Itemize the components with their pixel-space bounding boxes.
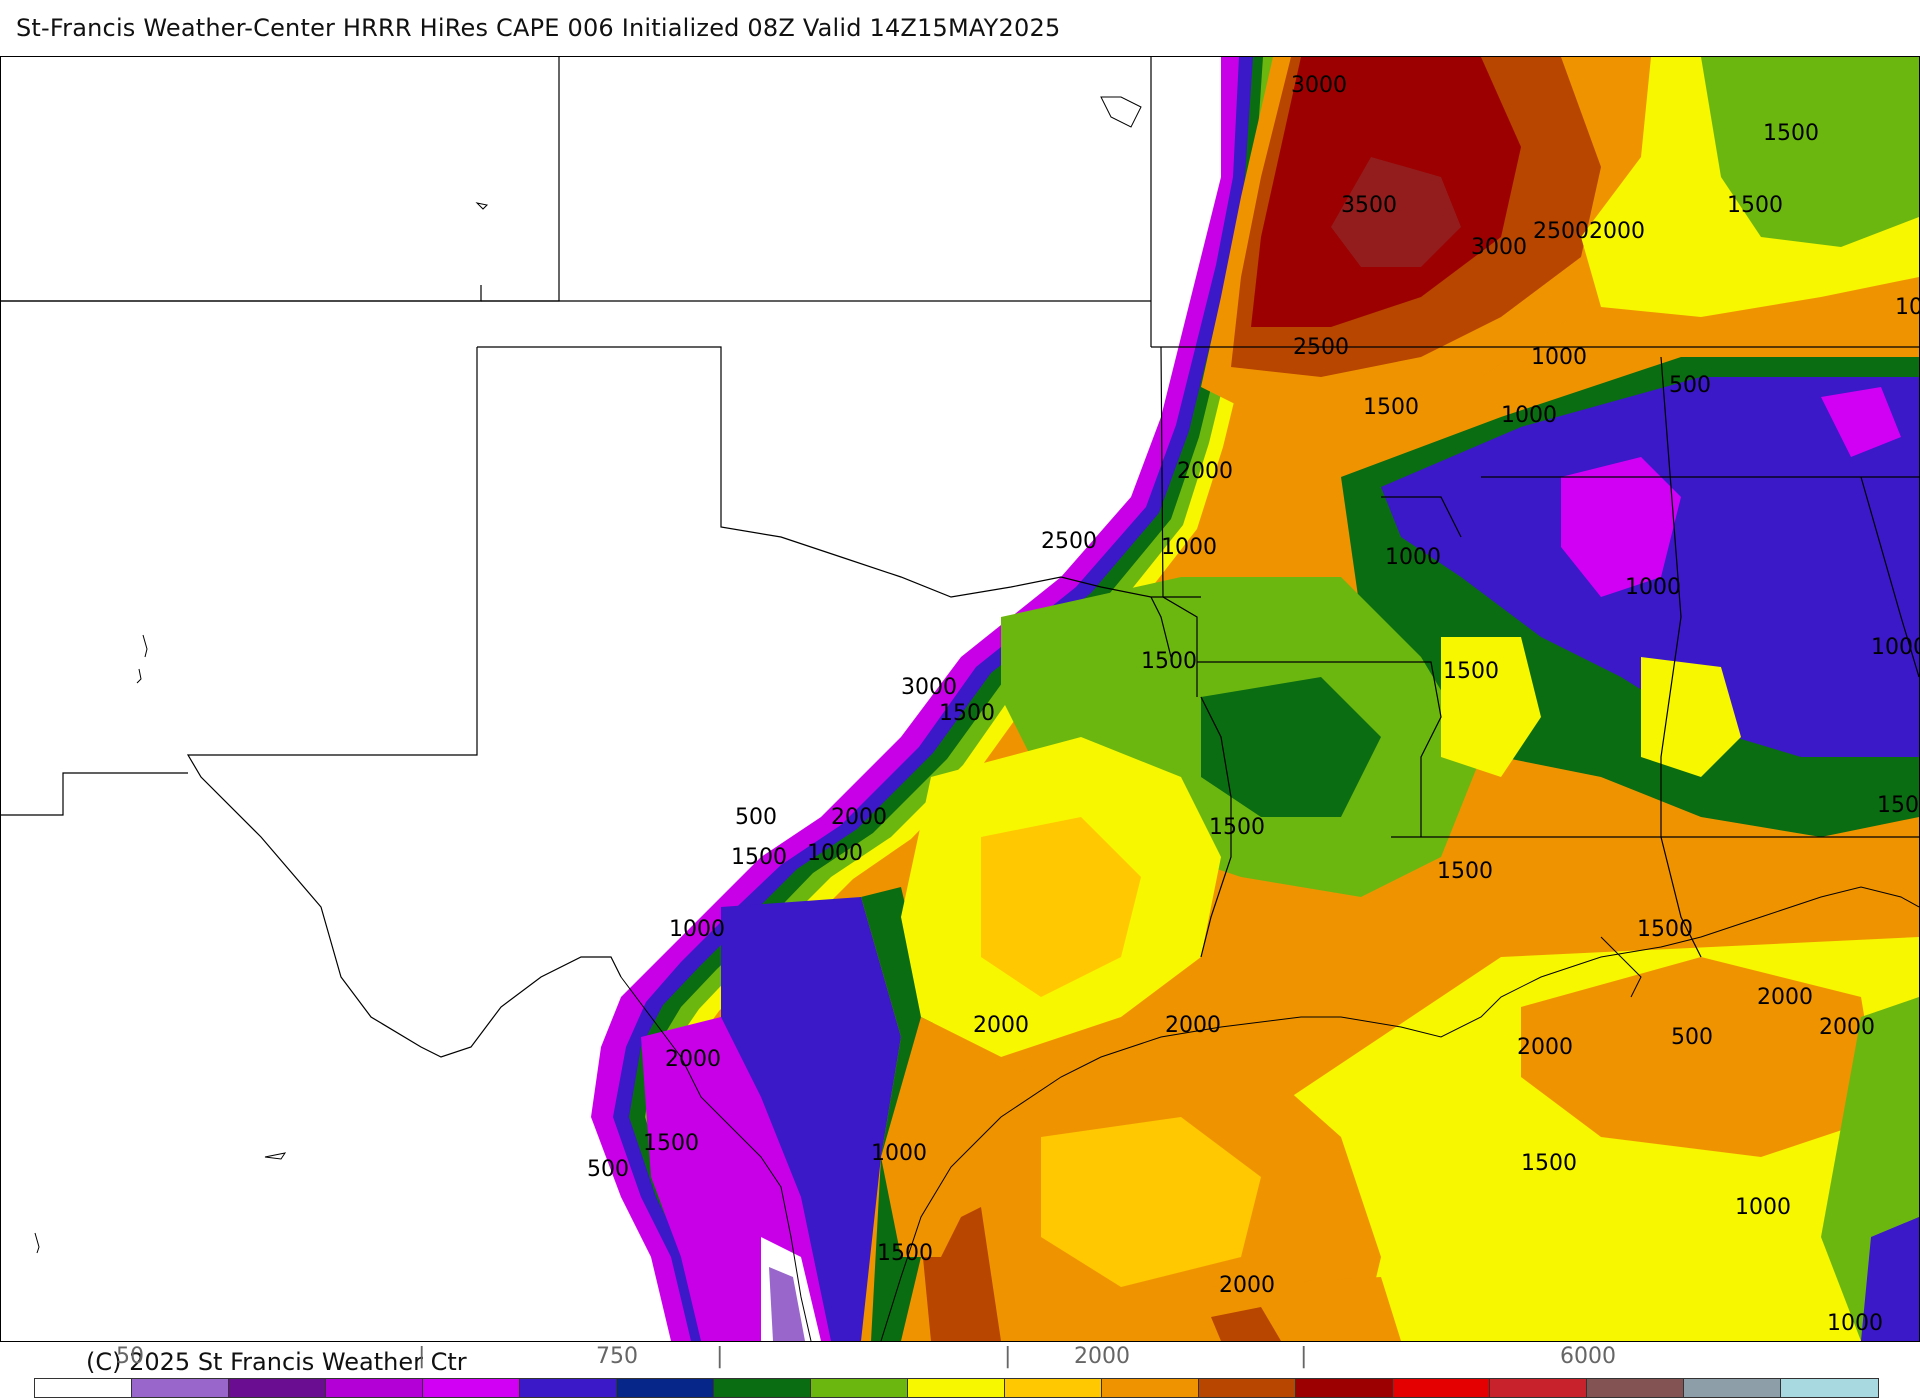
color-legend [34, 1378, 1879, 1398]
contour-label: 500 [1669, 373, 1711, 398]
contour-label: 2000 [1219, 1273, 1275, 1298]
legend-swatch [1199, 1379, 1296, 1397]
contour-label: 1500 [939, 701, 995, 726]
contour-label: 1500 [877, 1241, 933, 1266]
contour-label: 1500 [1727, 193, 1783, 218]
contour-label: 3500 [1341, 193, 1397, 218]
cape-map: 3000350030002500200015001500100025001000… [0, 56, 1920, 1342]
legend-swatch [811, 1379, 908, 1397]
contour-label: 2000 [1589, 219, 1645, 244]
legend-swatch [520, 1379, 617, 1397]
legend-swatch [908, 1379, 1005, 1397]
legend-swatch [617, 1379, 714, 1397]
legend-swatch [1490, 1379, 1587, 1397]
contour-label: 500 [1671, 1025, 1713, 1050]
contour-label: 2000 [1177, 459, 1233, 484]
contour-label: 1000 [1161, 535, 1217, 560]
contour-label: 1500 [1363, 395, 1419, 420]
contour-label: 1000 [1385, 545, 1441, 570]
contour-label: 500 [587, 1157, 629, 1182]
chart-title: St-Francis Weather-Center HRRR HiRes CAP… [16, 14, 1061, 42]
legend-swatch [714, 1379, 811, 1397]
contour-label: 1500 [1763, 121, 1819, 146]
cape-field-svg [1, 57, 1919, 1341]
contour-label: 2500 [1293, 335, 1349, 360]
contour-label: 1000 [1827, 1311, 1883, 1336]
contour-label: 1000 [669, 917, 725, 942]
contour-label: 2000 [665, 1047, 721, 1072]
contour-label: 1000 [871, 1141, 927, 1166]
cape-shading [591, 57, 1919, 1341]
legend-swatch [35, 1379, 132, 1397]
contour-label: 1000 [1531, 345, 1587, 370]
legend-tick-label: 2000 [1074, 1344, 1130, 1369]
contour-label: 2000 [1517, 1035, 1573, 1060]
contour-label: 2500 [1041, 529, 1097, 554]
contour-label: 2000 [1165, 1013, 1221, 1038]
contour-label: 1000 [1895, 295, 1919, 320]
contour-label: 2000 [1757, 985, 1813, 1010]
contour-label: 1500 [643, 1131, 699, 1156]
legend-tick-label: 6000 [1560, 1344, 1616, 1369]
legend-tick-label: 50 [116, 1344, 144, 1369]
legend-swatch [1781, 1379, 1878, 1397]
contour-label: 2500 [1533, 219, 1589, 244]
contour-label: 2000 [831, 805, 887, 830]
contour-label: 2000 [1819, 1015, 1875, 1040]
legend-swatch [326, 1379, 423, 1397]
legend-tick-label: | [1004, 1344, 1012, 1369]
legend-swatch [1587, 1379, 1684, 1397]
contour-label: 1000 [807, 841, 863, 866]
contour-label: 2000 [973, 1013, 1029, 1038]
contour-label: 1500 [1443, 659, 1499, 684]
legend-swatch [132, 1379, 229, 1397]
legend-tick-label: | [716, 1344, 724, 1369]
contour-label: 1500 [1141, 649, 1197, 674]
state-boundaries [1, 57, 1919, 1058]
legend-swatch [1393, 1379, 1490, 1397]
legend-tick-label: | [1300, 1344, 1308, 1369]
legend-swatch [1296, 1379, 1393, 1397]
legend-swatch [1684, 1379, 1781, 1397]
contour-label: 3000 [1471, 235, 1527, 260]
contour-label: 1000 [1501, 403, 1557, 428]
contour-label: 3000 [1291, 73, 1347, 98]
legend-swatch [1005, 1379, 1102, 1397]
contour-label: 1500 [1209, 815, 1265, 840]
contour-label: 1500 [1877, 793, 1919, 818]
contour-label: 500 [735, 805, 777, 830]
legend-swatch [229, 1379, 326, 1397]
contour-label: 1500 [1437, 859, 1493, 884]
contour-label: 1000 [1625, 575, 1681, 600]
coastline [620, 96, 1919, 1341]
contour-label: 1000 [1735, 1195, 1791, 1220]
contour-label: 1500 [731, 845, 787, 870]
legend-swatch [423, 1379, 520, 1397]
copyright-text: (C) 2025 St Francis Weather Ctr [86, 1348, 467, 1376]
contour-label: 3000 [901, 675, 957, 700]
contour-label: 1500 [1637, 917, 1693, 942]
legend-tick-label: | [418, 1344, 426, 1369]
legend-swatch [1102, 1379, 1199, 1397]
contour-label: 1000 [1871, 635, 1919, 660]
legend-tick-label: 750 [596, 1344, 638, 1369]
contour-label: 1500 [1521, 1151, 1577, 1176]
lakes [34, 202, 489, 1254]
